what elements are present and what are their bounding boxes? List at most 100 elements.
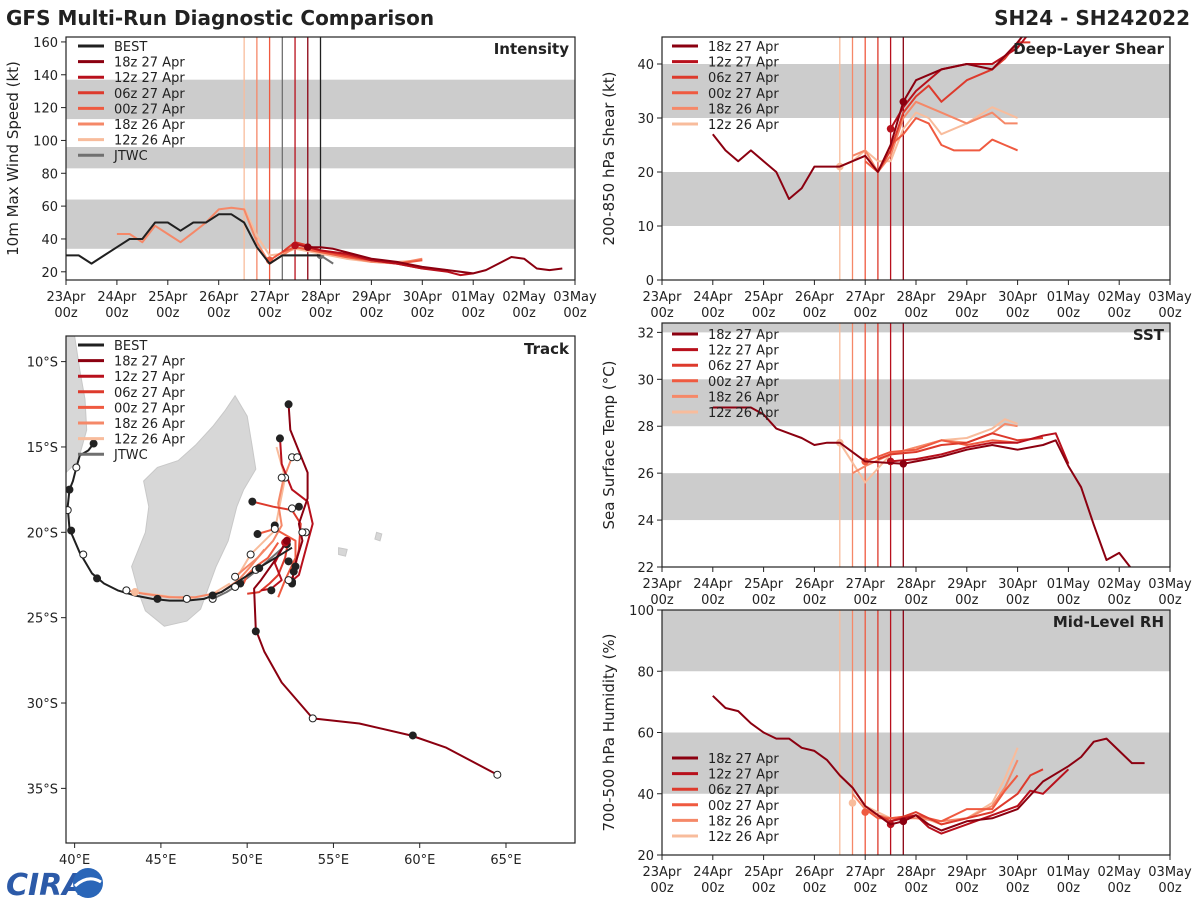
y-tick-label: 80 xyxy=(41,167,58,182)
x-tick-label-date: 01May xyxy=(1047,865,1091,880)
legend-label-06z-27-apr: 06z 27 Apr xyxy=(114,386,185,401)
x-tick-label-date: 28Apr xyxy=(896,290,936,305)
legend-label-12z-27-apr: 12z 27 Apr xyxy=(708,768,779,783)
legend-label-12z-27-apr: 12z 27 Apr xyxy=(114,71,185,86)
x-tick-label-date: 26Apr xyxy=(795,290,835,305)
track-panel: 10°S 15°S 20°S 25°S 30°S 35°S 40°E 45°E 50°E 55°E… xyxy=(27,335,576,868)
track-position-00z xyxy=(255,564,264,573)
track-position-00z xyxy=(66,485,74,494)
plot-frame xyxy=(65,335,576,844)
y-tick-label: 160 xyxy=(33,36,58,51)
y-axis-label: 200-850 hPa Shear (kt) xyxy=(600,72,618,246)
y-tick-label: 10°S xyxy=(27,356,58,371)
track-position-12z xyxy=(246,550,255,559)
y-tick-label: 30°S xyxy=(27,697,58,712)
track-position-12z xyxy=(277,473,286,482)
x-tick-label: 50°E xyxy=(232,853,263,868)
y-tick-label: 24 xyxy=(637,514,654,529)
legend-label-12z-26-apr: 12z 26 Apr xyxy=(708,830,779,845)
x-tick-label-hour: 00z xyxy=(1006,306,1030,321)
series-marker-12z-27-apr xyxy=(886,125,895,133)
x-tick-label-hour: 00z xyxy=(904,881,928,896)
x-tick-label: 40°E xyxy=(59,853,90,868)
x-tick-label-date: 24Apr xyxy=(97,290,137,305)
x-tick-label: 45°E xyxy=(145,853,176,868)
x-tick-label-date: 29Apr xyxy=(947,865,987,880)
x-tick-label-hour: 00z xyxy=(752,593,776,608)
x-tick-label-date: 25Apr xyxy=(744,290,784,305)
x-tick-label-date: 03May xyxy=(1148,577,1192,592)
rh-panel: 2040608010023Apr00z24Apr00z25Apr00z26Apr… xyxy=(600,604,1192,896)
y-tick-label: 30 xyxy=(637,373,654,388)
track-position-12z xyxy=(308,714,317,723)
x-tick-label-hour: 00z xyxy=(1057,881,1081,896)
x-tick-label-hour: 00z xyxy=(105,306,129,321)
legend-label-00z-27-apr: 00z 27 Apr xyxy=(114,401,185,416)
track-position-00z xyxy=(408,731,417,740)
series-marker-18z-27-apr xyxy=(899,98,908,106)
x-tick-label-date: 30Apr xyxy=(998,865,1038,880)
x-tick-label-date: 28Apr xyxy=(896,577,936,592)
x-tick-label-hour: 00z xyxy=(854,593,878,608)
x-tick-label-date: 02May xyxy=(502,290,546,305)
legend-label-12z-26-apr: 12z 26 Apr xyxy=(708,118,779,133)
panel-title: Mid-Level RH xyxy=(1053,613,1164,631)
legend-label-06z-27-apr: 06z 27 Apr xyxy=(708,359,779,374)
x-tick-label-date: 26Apr xyxy=(795,865,835,880)
track-line-06z-27-apr xyxy=(247,538,290,595)
x-tick-label-date: 24Apr xyxy=(693,577,733,592)
x-tick-label-date: 27Apr xyxy=(846,865,886,880)
y-axis-label: 10m Max Wind Speed (kt) xyxy=(4,61,22,256)
legend-label-18z-26-apr: 18z 26 Apr xyxy=(114,417,185,432)
x-tick-label-date: 03May xyxy=(553,290,597,305)
x-tick-label-hour: 00z xyxy=(258,306,282,321)
series-line-06z-27-apr xyxy=(877,768,1044,826)
x-tick-label-date: 27Apr xyxy=(846,577,886,592)
panel-title: Deep-Layer Shear xyxy=(1013,40,1164,58)
x-tick-label-date: 23Apr xyxy=(46,290,86,305)
y-tick-label: 100 xyxy=(629,604,654,619)
track-position-12z xyxy=(122,586,131,595)
x-tick-label-hour: 00z xyxy=(207,306,231,321)
track-position-00z xyxy=(275,434,284,443)
track-position-00z xyxy=(284,400,293,409)
x-tick-label-hour: 00z xyxy=(411,306,435,321)
x-tick-label-date: 30Apr xyxy=(403,290,443,305)
x-tick-label-hour: 00z xyxy=(904,306,928,321)
plot-area xyxy=(662,610,1170,855)
panel-title: Track xyxy=(524,340,570,358)
y-tick-label: 32 xyxy=(637,326,654,341)
x-tick-label-hour: 00z xyxy=(955,306,979,321)
track-position-00z xyxy=(93,574,102,583)
x-tick-label-hour: 00z xyxy=(854,306,878,321)
track-position-12z xyxy=(66,506,72,515)
y-tick-label: 60 xyxy=(637,727,654,742)
x-tick-label-hour: 00z xyxy=(803,306,827,321)
x-tick-label-hour: 00z xyxy=(1006,593,1030,608)
series-line-12z-26-apr xyxy=(838,418,1018,484)
x-tick-label-date: 29Apr xyxy=(947,577,987,592)
x-tick-label: 60°E xyxy=(404,853,435,868)
x-tick-label-date: 02May xyxy=(1097,577,1141,592)
x-tick-label: 55°E xyxy=(318,853,349,868)
track-position-12z xyxy=(293,453,302,462)
x-tick-label-hour: 00z xyxy=(904,593,928,608)
legend-label-00z-27-apr: 00z 27 Apr xyxy=(708,87,779,102)
track-line-best xyxy=(66,442,293,602)
legend-label-12z-26-apr: 12z 26 Apr xyxy=(708,406,779,421)
legend-label-00z-27-apr: 00z 27 Apr xyxy=(708,799,779,814)
land-madagascar xyxy=(131,394,257,627)
legend-label-18z-26-apr: 18z 26 Apr xyxy=(708,102,779,117)
series-line-best xyxy=(66,213,321,265)
x-tick-label-hour: 00z xyxy=(1158,306,1182,321)
x-tick-label-date: 24Apr xyxy=(693,290,733,305)
x-tick-label-date: 27Apr xyxy=(250,290,290,305)
series-line-18z-26-apr xyxy=(852,100,1018,173)
y-tick-label: 60 xyxy=(41,200,58,215)
x-tick-label-hour: 00z xyxy=(360,306,384,321)
cira-logo-globe xyxy=(73,868,103,898)
legend-label-06z-27-apr: 06z 27 Apr xyxy=(708,71,779,86)
legend-label-12z-26-apr: 12z 26 Apr xyxy=(114,134,185,149)
legend-label-00z-27-apr: 00z 27 Apr xyxy=(114,102,185,117)
